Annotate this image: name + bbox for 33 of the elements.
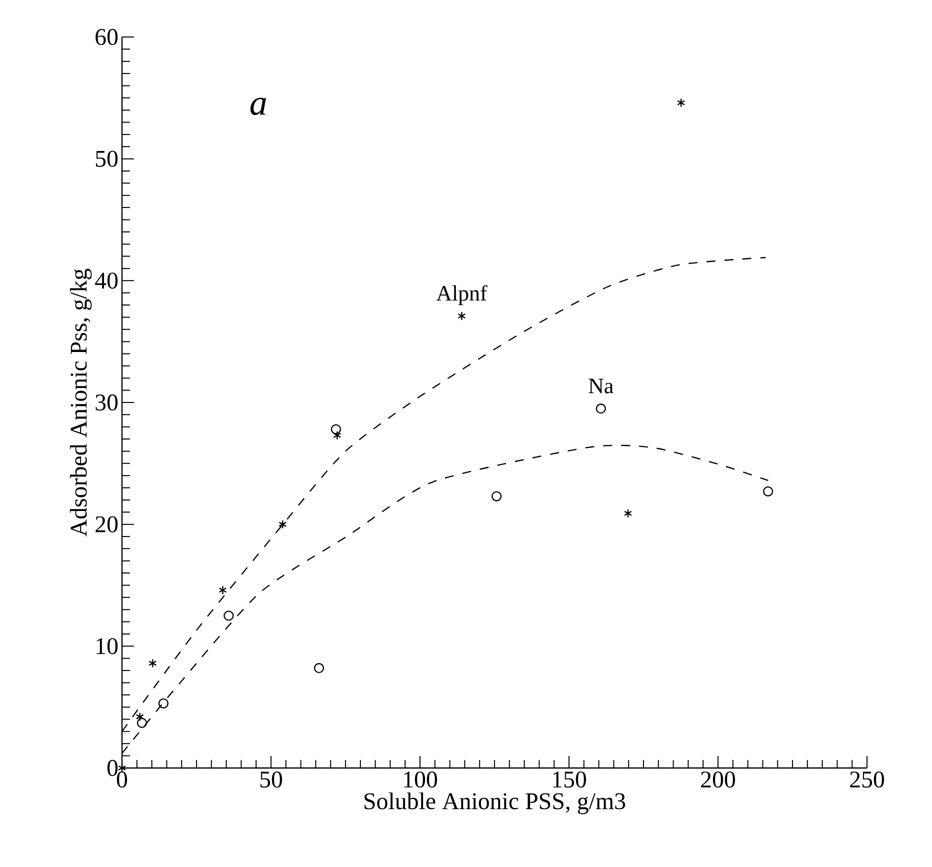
point	[330, 424, 342, 434]
y-tick-label: 10	[96, 638, 118, 654]
point	[596, 403, 606, 414]
point	[458, 311, 466, 321]
point	[158, 698, 169, 708]
point	[148, 658, 157, 668]
point	[278, 520, 287, 529]
y-tick-label: 60	[96, 28, 118, 46]
point	[218, 586, 227, 595]
point	[677, 98, 686, 108]
point	[333, 430, 342, 440]
y-tick-label: 30	[96, 394, 118, 411]
x-tick-label: 200	[701, 772, 736, 788]
y-tick-label: 40	[95, 272, 118, 289]
point	[624, 508, 632, 518]
y-tick-label: 0	[107, 760, 118, 776]
x-axis-title: Soluble Anionic PSS, g/m3	[364, 792, 626, 814]
x-tick-label: 50	[260, 772, 282, 788]
y-axis-title: Adsorbed Anionic Pss, g/kg	[70, 268, 92, 536]
x-tick-label: 100	[404, 772, 438, 788]
y-tick-label: 50	[96, 150, 118, 167]
annotation: a	[250, 98, 266, 116]
point	[136, 718, 148, 728]
point	[224, 610, 234, 621]
series-label: Na	[588, 378, 614, 394]
x-tick-label: 250	[850, 772, 884, 788]
point	[136, 712, 144, 722]
series-label: Alpnf	[436, 285, 488, 306]
point	[762, 486, 774, 497]
y-tick-label: 20	[96, 516, 118, 532]
point	[314, 662, 324, 674]
point	[492, 491, 502, 502]
x-tick-label: 150	[553, 772, 586, 788]
